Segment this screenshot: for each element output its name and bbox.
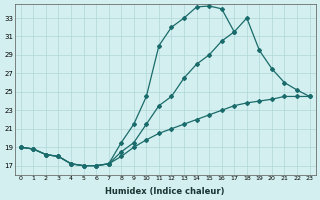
X-axis label: Humidex (Indice chaleur): Humidex (Indice chaleur): [106, 187, 225, 196]
